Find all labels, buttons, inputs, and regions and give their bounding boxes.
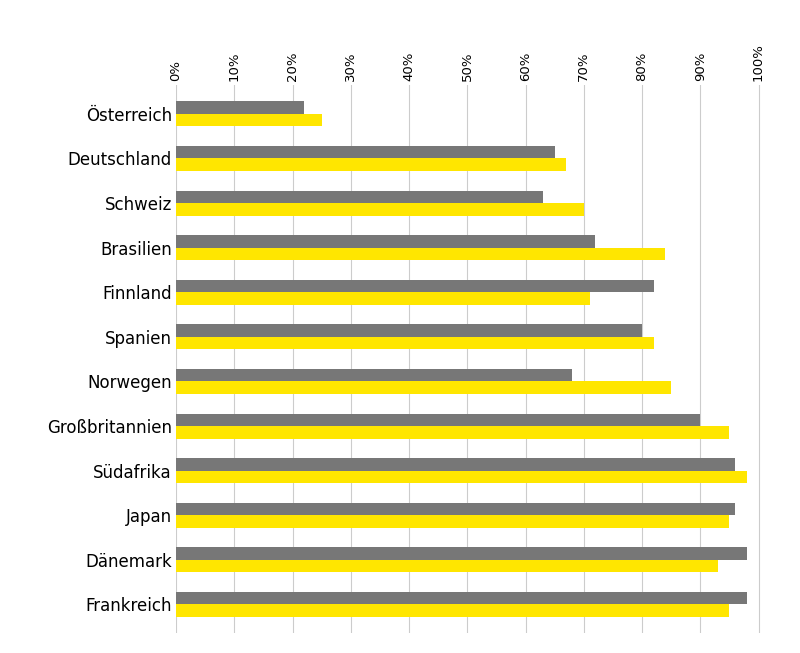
- Bar: [176, 369, 572, 381]
- Bar: [176, 471, 747, 483]
- Bar: [176, 413, 700, 426]
- Bar: [176, 101, 304, 114]
- Bar: [176, 114, 322, 127]
- Bar: [176, 159, 566, 171]
- Bar: [176, 337, 654, 349]
- Bar: [176, 547, 747, 560]
- Bar: [176, 203, 584, 215]
- Bar: [176, 293, 590, 305]
- Bar: [176, 191, 543, 203]
- Bar: [176, 515, 730, 528]
- Bar: [176, 247, 666, 260]
- Bar: [176, 503, 735, 515]
- Bar: [176, 605, 730, 617]
- Bar: [176, 426, 730, 439]
- Bar: [176, 146, 554, 159]
- Bar: [176, 458, 735, 471]
- Bar: [176, 235, 595, 247]
- Bar: [176, 592, 747, 605]
- Bar: [176, 279, 654, 293]
- Bar: [176, 560, 718, 572]
- Bar: [176, 325, 642, 337]
- Bar: [176, 381, 671, 394]
